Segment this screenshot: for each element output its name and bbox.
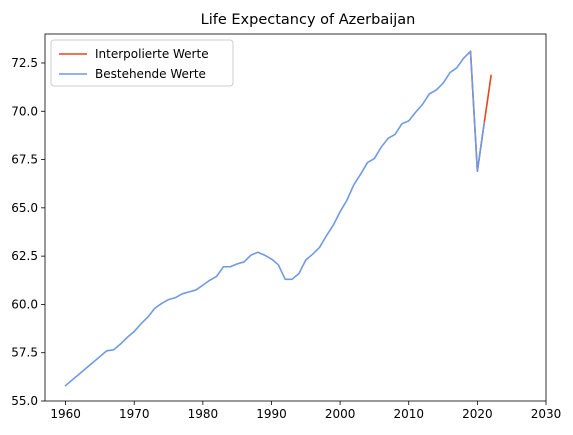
axes: 1960 1970 1980 1990 2000 2010 2020 2030 55.0 57.5… <box>11 33 562 421</box>
y-tick-label-2: 60.0 <box>11 297 38 311</box>
x-tick-label-4: 2000 <box>325 407 356 421</box>
x-tick-label-3: 1990 <box>256 407 287 421</box>
legend: Interpolierte Werte Bestehende Werte <box>50 39 234 87</box>
legend-box <box>50 39 234 87</box>
y-tick-label-1: 57.5 <box>11 346 38 360</box>
plot-frame <box>44 33 547 402</box>
x-tick-label-2: 1980 <box>188 407 219 421</box>
series-line-1 <box>64 50 486 387</box>
x-tick-label-7: 2030 <box>531 407 562 421</box>
y-tick-label-4: 65.0 <box>11 201 38 215</box>
x-tick-label-6: 2020 <box>462 407 493 421</box>
x-tick-label-0: 1960 <box>50 407 81 421</box>
y-tick-label-7: 72.5 <box>11 56 38 70</box>
y-tick-label-6: 70.0 <box>11 104 38 118</box>
legend-label-1: Bestehende Werte <box>95 67 206 81</box>
plot-lines <box>64 50 493 387</box>
chart-title: Life Expectancy of Azerbaijan <box>201 12 416 28</box>
y-tick-label-3: 62.5 <box>11 249 38 263</box>
legend-label-0: Interpolierte Werte <box>95 47 209 61</box>
x-tick-label-1: 1970 <box>119 407 150 421</box>
x-tick-label-5: 2010 <box>393 407 424 421</box>
y-tick-label-0: 55.0 <box>11 394 38 408</box>
y-tick-label-5: 67.5 <box>11 153 38 167</box>
